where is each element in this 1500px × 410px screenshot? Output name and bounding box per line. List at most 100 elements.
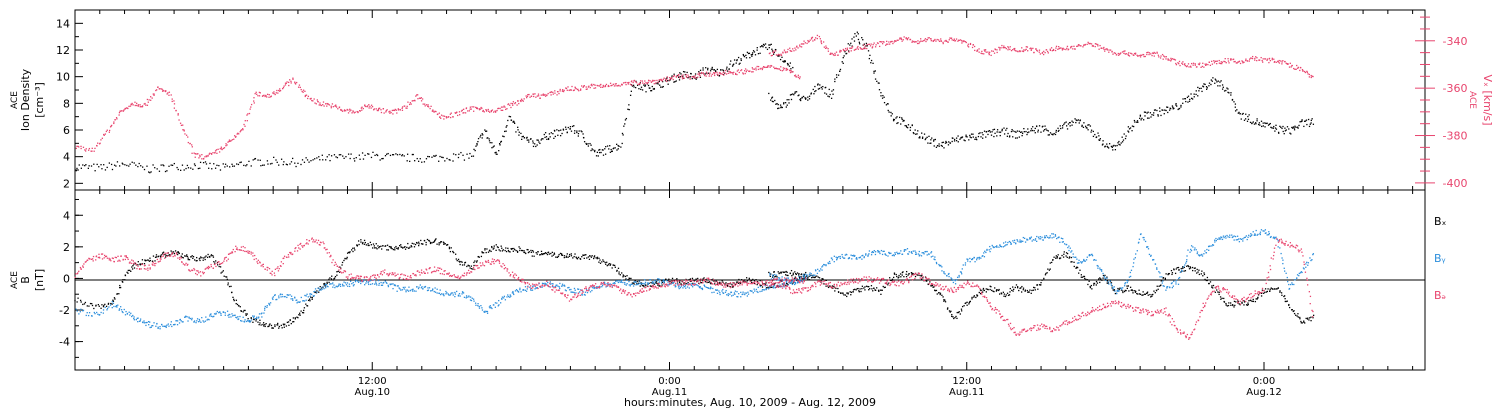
ion-density-point: [751, 53, 754, 56]
bx-point: [936, 293, 938, 295]
ion-density-point: [955, 139, 958, 142]
vx-point: [1178, 60, 1181, 63]
vx-point: [1153, 55, 1155, 57]
by-point: [428, 287, 431, 289]
bx-point: [1152, 293, 1154, 296]
vx-point: [481, 107, 483, 109]
by-point: [313, 291, 315, 293]
ion-density-point: [722, 70, 725, 72]
ion-density-point: [834, 78, 836, 80]
ion-density-point: [158, 170, 161, 172]
bx-point: [1198, 269, 1200, 271]
vx-point: [619, 85, 621, 87]
bx-point: [91, 302, 93, 305]
y-tick-label-left: 12: [56, 44, 70, 57]
ion-density-point: [716, 68, 719, 71]
bx-point: [1036, 284, 1038, 287]
bx-point: [541, 253, 543, 255]
bx-point: [1223, 301, 1226, 303]
vx-point: [1170, 57, 1172, 60]
bx-point: [1020, 287, 1022, 289]
ion-density-point: [544, 136, 546, 139]
ion-density-point: [775, 103, 777, 105]
ion-density-point: [963, 139, 965, 141]
ion-density-point: [1193, 93, 1195, 95]
bx-point: [164, 256, 167, 258]
bx-point: [938, 292, 940, 294]
bx-point: [1246, 304, 1249, 306]
ion-density-point: [904, 124, 906, 127]
bx-point: [756, 281, 759, 283]
by-point: [226, 310, 229, 312]
vx-point: [845, 49, 847, 52]
ion-density-point: [113, 164, 116, 166]
vx-point: [600, 86, 602, 88]
ion-density-point: [528, 139, 530, 141]
ion-density-point: [493, 145, 495, 147]
ion-density-point: [1289, 132, 1291, 134]
by-point: [457, 294, 460, 296]
bx-point: [919, 274, 921, 277]
bx-point: [1020, 291, 1023, 293]
bx-point: [1026, 289, 1029, 292]
vx-point: [171, 98, 173, 100]
by-point: [363, 279, 365, 281]
bx-point: [748, 279, 750, 281]
vx-point: [161, 88, 163, 90]
bx-point: [148, 260, 151, 262]
ion-density-point: [472, 155, 475, 157]
by-point: [512, 292, 514, 294]
ion-density-point: [411, 153, 414, 156]
by-point: [624, 281, 626, 284]
vx-point: [119, 110, 121, 112]
bx-point: [659, 285, 661, 287]
ion-density-point: [1132, 125, 1135, 128]
vx-point: [784, 51, 787, 54]
vx-point: [1106, 48, 1108, 50]
bx-point: [608, 262, 610, 265]
vx-point: [368, 107, 370, 109]
bx-point: [105, 305, 108, 307]
bx-point: [1107, 282, 1109, 284]
bx-point: [318, 291, 320, 293]
vx-point: [432, 110, 434, 112]
ion-density-point: [499, 144, 501, 146]
bx-point: [155, 254, 158, 256]
ion-density-point: [1215, 79, 1217, 81]
bx-point: [891, 278, 894, 280]
bx-point: [990, 286, 992, 288]
by-point: [450, 292, 453, 294]
vx-point: [753, 68, 756, 70]
by-point: [152, 324, 154, 327]
by-point: [516, 290, 519, 292]
vx-point: [1047, 52, 1049, 54]
ion-density-point: [762, 43, 765, 46]
bx-point: [1284, 298, 1286, 300]
bx-point: [247, 317, 249, 320]
bx-point: [376, 248, 378, 250]
ion-density-point: [1193, 96, 1195, 98]
vx-point: [1043, 50, 1045, 53]
bx-point: [1203, 273, 1206, 276]
ion-density-point: [204, 161, 207, 163]
vx-point: [1158, 56, 1160, 58]
by-point: [517, 290, 519, 293]
bx-point: [306, 305, 309, 307]
bx-point: [200, 256, 202, 258]
vx-point: [1009, 46, 1011, 48]
ion-density-point: [1230, 92, 1232, 94]
ion-density-point: [938, 143, 940, 145]
vx-point: [221, 148, 223, 151]
by-point: [489, 307, 491, 309]
by-point: [243, 321, 246, 323]
bx-point: [725, 282, 727, 284]
vx-point: [467, 110, 469, 112]
ion-density-point: [996, 129, 999, 131]
vx-point: [868, 43, 871, 45]
by-point: [471, 297, 473, 299]
ion-density-point: [645, 91, 647, 93]
ion-density-point: [1241, 113, 1244, 115]
bx-point: [933, 286, 935, 288]
by-point: [374, 283, 376, 285]
vx-point: [834, 52, 836, 55]
